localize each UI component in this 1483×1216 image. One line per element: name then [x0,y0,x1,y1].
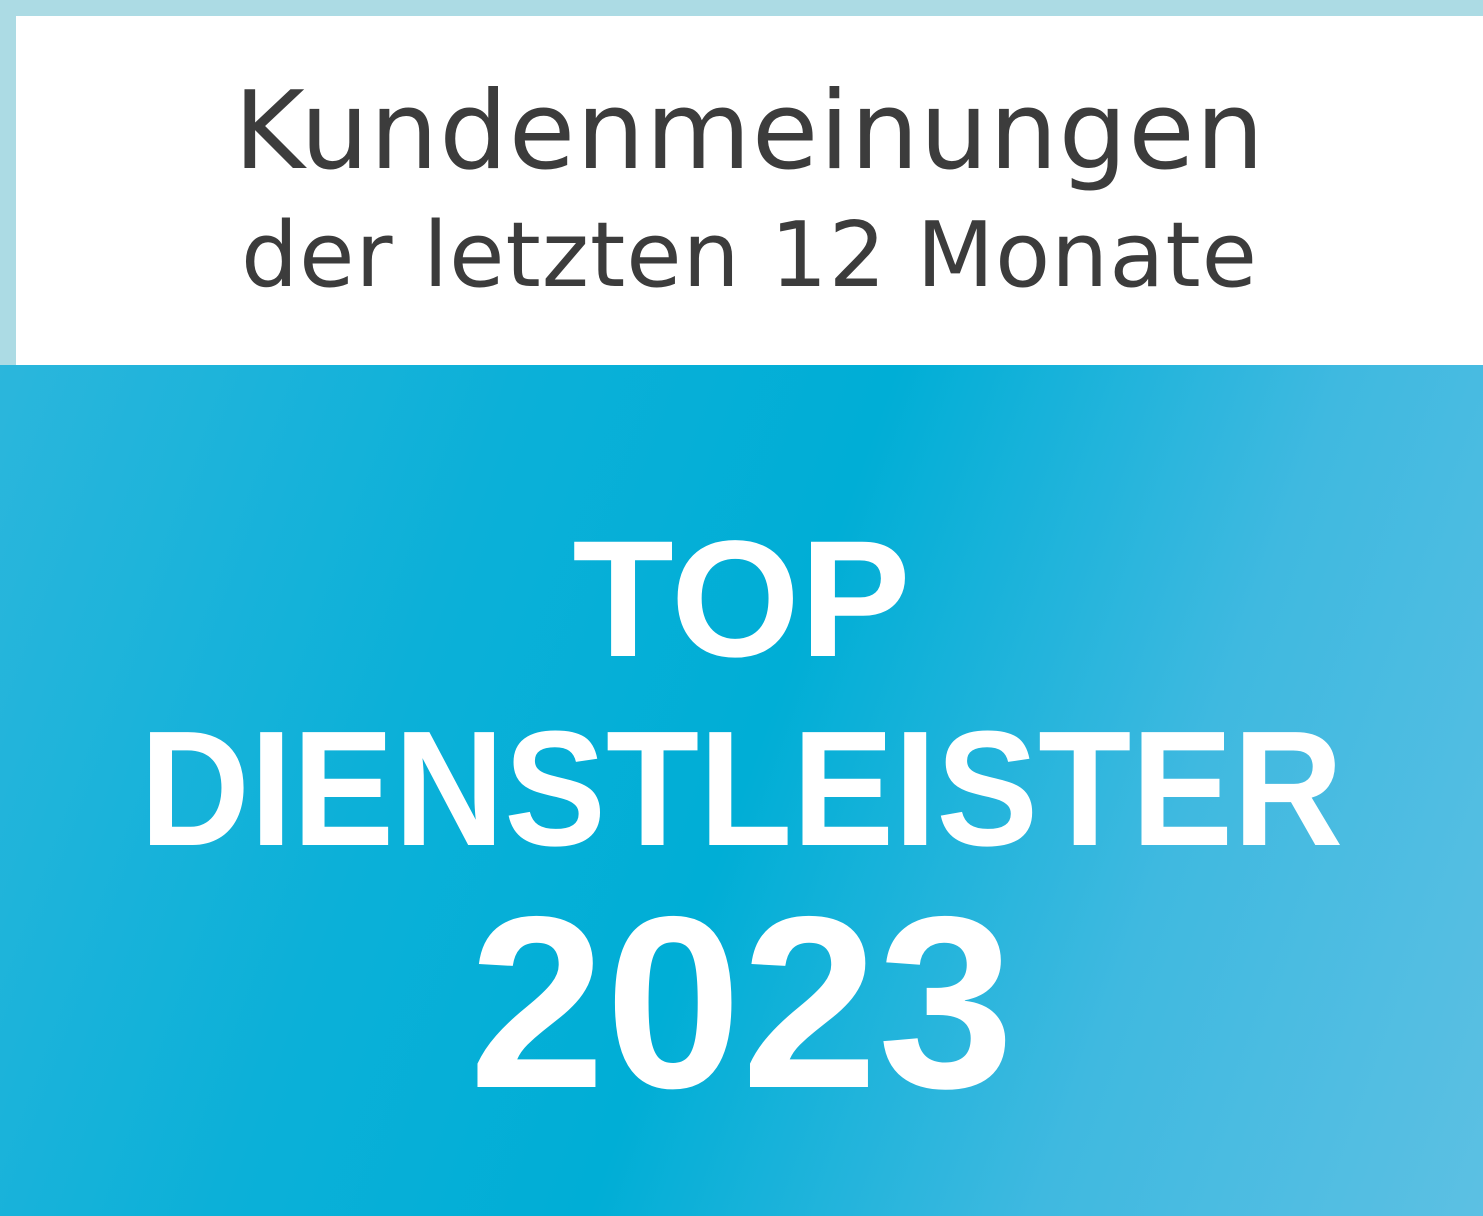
header-panel: Kundenmeinungen der letzten 12 Monate [16,16,1483,365]
award-title: DIENSTLEISTER [139,697,1344,880]
award-top: TOP [572,507,911,692]
header-subtitle: der letzten 12 Monate [240,203,1259,308]
header-title: Kundenmeinungen [233,69,1266,194]
award-panel: TOP DIENSTLEISTER 2023 [0,365,1483,1216]
award-year: 2023 [468,865,1015,1139]
